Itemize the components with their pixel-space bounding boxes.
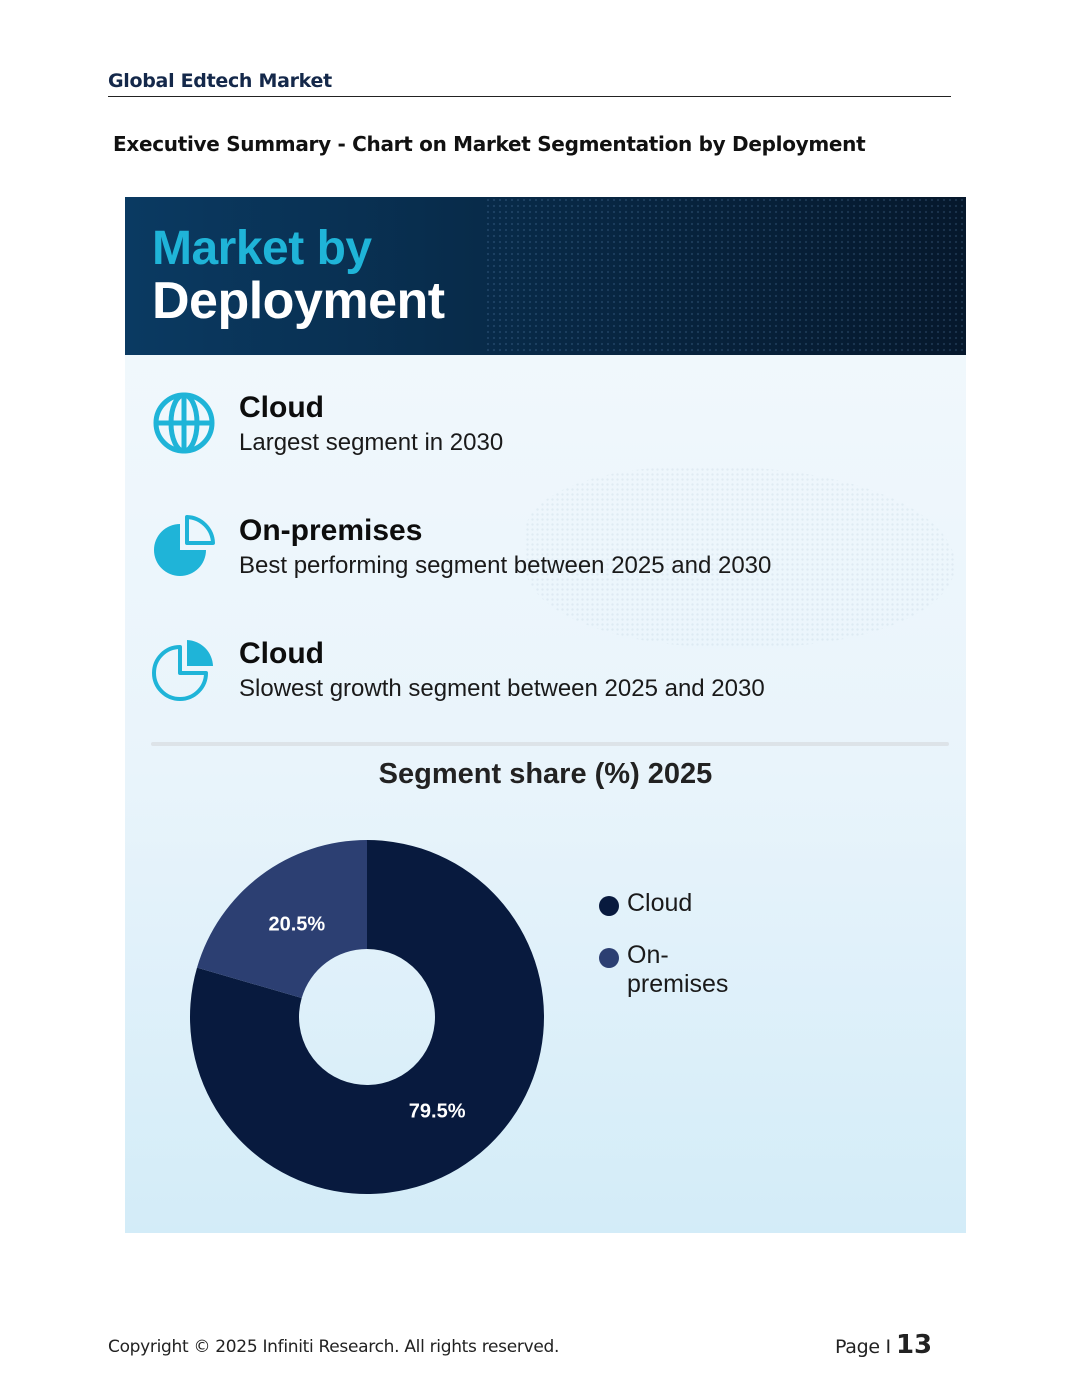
highlight-segment-name: On-premises bbox=[239, 514, 423, 547]
chart-title: Segment share (%) 2025 bbox=[378, 758, 713, 790]
highlight-best-performing: On-premises Best performing segment betw… bbox=[125, 514, 966, 604]
pie-chart-outline-icon bbox=[152, 637, 216, 701]
document-title: Global Edtech Market bbox=[108, 70, 332, 92]
banner-title-line2: Deployment bbox=[152, 272, 445, 330]
legend-label: On-premises bbox=[627, 941, 729, 998]
pie-chart-icon bbox=[152, 514, 216, 578]
banner-title-line1: Market by bbox=[152, 222, 372, 275]
globe-icon bbox=[152, 391, 216, 455]
donut-data-label: 79.5% bbox=[409, 1100, 466, 1122]
legend-label: Cloud bbox=[627, 889, 693, 917]
divider bbox=[151, 742, 949, 746]
footer-page-number: Page I 13 bbox=[835, 1330, 932, 1360]
infographic-card: Market by Deployment Cloud Largest segme… bbox=[125, 197, 966, 1233]
footer-copyright: Copyright © 2025 Infiniti Research. All … bbox=[108, 1337, 560, 1357]
highlight-segment-name: Cloud bbox=[239, 391, 324, 424]
highlight-description: Largest segment in 2030 bbox=[239, 429, 504, 456]
donut-chart: 79.5% 20.5% bbox=[189, 840, 544, 1194]
highlight-largest: Cloud Largest segment in 2030 bbox=[125, 391, 966, 481]
page-number: 13 bbox=[895, 1330, 933, 1360]
legend-swatch bbox=[599, 896, 619, 916]
world-map-pattern bbox=[485, 197, 966, 355]
highlight-segment-name: Cloud bbox=[239, 637, 324, 670]
page-label: Page I bbox=[835, 1336, 891, 1358]
highlight-description: Best performing segment between 2025 and… bbox=[239, 552, 772, 579]
donut-slice-on-premises bbox=[197, 840, 367, 999]
legend-swatch bbox=[599, 948, 619, 968]
section-title: Executive Summary - Chart on Market Segm… bbox=[113, 132, 866, 156]
background-map-pattern bbox=[525, 467, 955, 647]
document-header: Global Edtech Market bbox=[108, 70, 951, 97]
banner: Market by Deployment bbox=[125, 197, 966, 355]
highlight-slowest-growth: Cloud Slowest growth segment between 202… bbox=[125, 637, 966, 727]
donut-slice-cloud bbox=[189, 840, 544, 1194]
donut-data-label: 20.5% bbox=[268, 914, 325, 936]
highlight-description: Slowest growth segment between 2025 and … bbox=[239, 675, 765, 702]
